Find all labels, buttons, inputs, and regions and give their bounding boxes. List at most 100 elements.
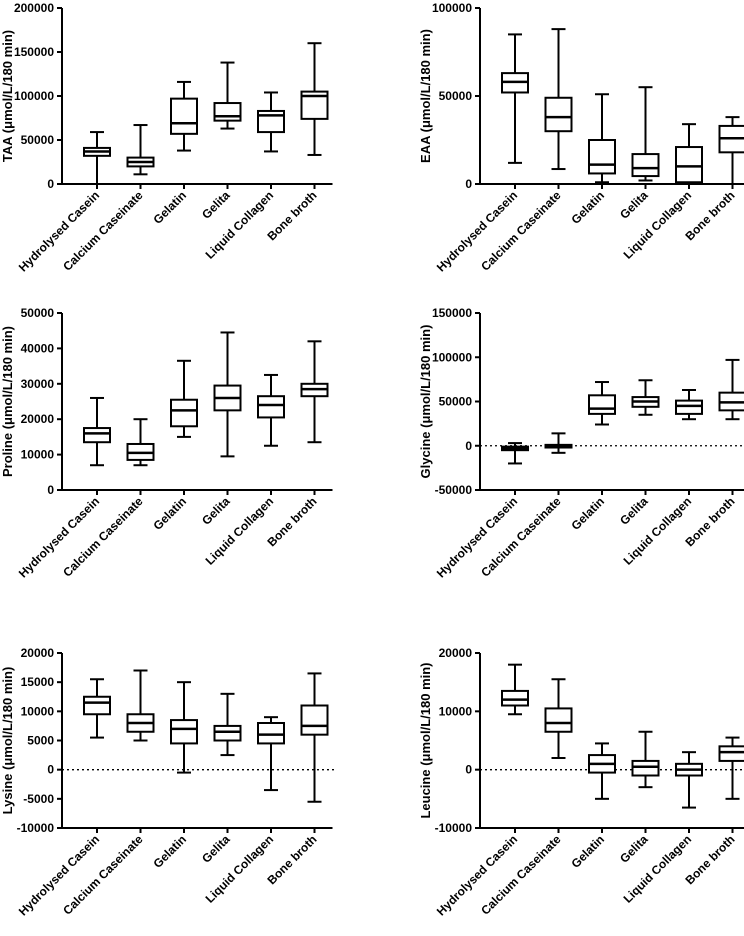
category-label: Gelatin xyxy=(150,832,189,871)
iqr-box xyxy=(546,98,572,131)
y-tick-label: 20000 xyxy=(439,646,473,660)
category-label: Gelita xyxy=(199,832,233,866)
iqr-box xyxy=(258,396,284,417)
y-tick-label: 0 xyxy=(465,763,472,777)
category-label: Calcium Caseinate xyxy=(478,188,564,274)
y-tick-label: 100000 xyxy=(432,350,472,364)
iqr-box xyxy=(215,726,241,741)
iqr-box xyxy=(502,691,528,706)
iqr-box xyxy=(720,746,744,761)
iqr-box xyxy=(589,395,615,414)
y-tick-label: 15000 xyxy=(21,675,55,689)
iqr-box xyxy=(302,706,328,735)
box-2 xyxy=(589,743,615,798)
y-axis-label: TAA (μmol/L/180 min) xyxy=(0,30,15,162)
box-1 xyxy=(128,419,154,465)
category-label: Calcium Caseinate xyxy=(60,832,146,918)
y-tick-label: 20000 xyxy=(21,412,55,426)
box-2 xyxy=(589,382,615,424)
iqr-box xyxy=(84,697,110,715)
box-1 xyxy=(546,679,572,758)
chart-panel-5: -10000 -5000 0 5000 10000 15000 20000 Lysine (μ… xyxy=(0,646,337,919)
y-tick-label: 20000 xyxy=(21,646,55,660)
y-axis-label: Glycine (μmol/L/180 min) xyxy=(418,325,433,479)
category-label: Hydrolysed Casein xyxy=(434,832,520,918)
y-tick-label: 100000 xyxy=(14,89,54,103)
category-label: Hydrolysed Casein xyxy=(434,494,520,580)
y-tick-label: 0 xyxy=(465,439,472,453)
y-tick-label: 100000 xyxy=(432,1,472,15)
category-label: Gelita xyxy=(617,188,651,222)
y-tick-label: -5000 xyxy=(23,792,54,806)
iqr-box xyxy=(676,401,702,414)
box-5 xyxy=(720,360,744,419)
box-0 xyxy=(84,679,110,737)
box-0 xyxy=(502,34,528,162)
iqr-box xyxy=(171,99,197,134)
y-tick-label: 50000 xyxy=(439,395,473,409)
y-axis-label: Proline (μmol/L/180 min) xyxy=(0,326,15,477)
box-0 xyxy=(502,443,528,463)
iqr-box xyxy=(589,140,615,173)
category-label: Gelatin xyxy=(150,188,189,227)
box-0 xyxy=(84,398,110,465)
iqr-box xyxy=(546,708,572,731)
y-axis-label: Lysine (μmol/L/180 min) xyxy=(0,667,15,815)
box-1 xyxy=(546,433,572,452)
category-label: Gelita xyxy=(617,832,651,866)
box-5 xyxy=(302,341,328,442)
box-2 xyxy=(171,82,197,151)
category-label: Gelatin xyxy=(568,832,607,871)
y-tick-label: 150000 xyxy=(14,45,54,59)
iqr-box xyxy=(215,103,241,121)
box-3 xyxy=(215,694,241,755)
box-4 xyxy=(676,124,702,184)
box-1 xyxy=(546,29,572,169)
y-tick-label: -10000 xyxy=(435,821,473,835)
iqr-box xyxy=(171,400,197,427)
y-tick-label: 10000 xyxy=(439,704,473,718)
box-1 xyxy=(128,125,154,174)
box-5 xyxy=(302,43,328,155)
box-1 xyxy=(128,671,154,741)
box-3 xyxy=(633,87,659,180)
box-0 xyxy=(84,132,110,184)
y-tick-label: 30000 xyxy=(21,377,55,391)
y-tick-label: 40000 xyxy=(21,341,55,355)
category-label: Gelita xyxy=(199,494,233,528)
y-tick-label: 0 xyxy=(465,177,472,191)
iqr-box xyxy=(633,154,659,176)
category-label: Hydrolysed Casein xyxy=(16,188,102,274)
category-label: Calcium Caseinate xyxy=(478,832,564,918)
box-5 xyxy=(720,738,744,799)
category-label: Gelita xyxy=(199,188,233,222)
y-tick-label: -10000 xyxy=(17,821,55,835)
y-tick-label: 50000 xyxy=(21,306,55,320)
iqr-box xyxy=(258,723,284,743)
box-2 xyxy=(589,94,615,182)
category-label: Gelatin xyxy=(150,494,189,533)
iqr-box xyxy=(84,428,110,442)
category-label: Gelatin xyxy=(568,188,607,227)
iqr-box xyxy=(676,147,702,182)
y-tick-label: 150000 xyxy=(432,306,472,320)
category-label: Calcium Caseinate xyxy=(478,494,564,580)
box-4 xyxy=(676,752,702,807)
y-tick-label: 0 xyxy=(47,763,54,777)
category-label: Hydrolysed Casein xyxy=(16,832,102,918)
box-2 xyxy=(171,361,197,437)
y-axis-label: EAA (μmol/L/180 min) xyxy=(418,29,433,163)
category-label: Hydrolysed Casein xyxy=(434,188,520,274)
box-3 xyxy=(215,63,241,129)
box-4 xyxy=(258,375,284,446)
category-label: Gelatin xyxy=(568,494,607,533)
y-tick-label: 10000 xyxy=(21,704,55,718)
y-tick-label: 5000 xyxy=(27,734,54,748)
